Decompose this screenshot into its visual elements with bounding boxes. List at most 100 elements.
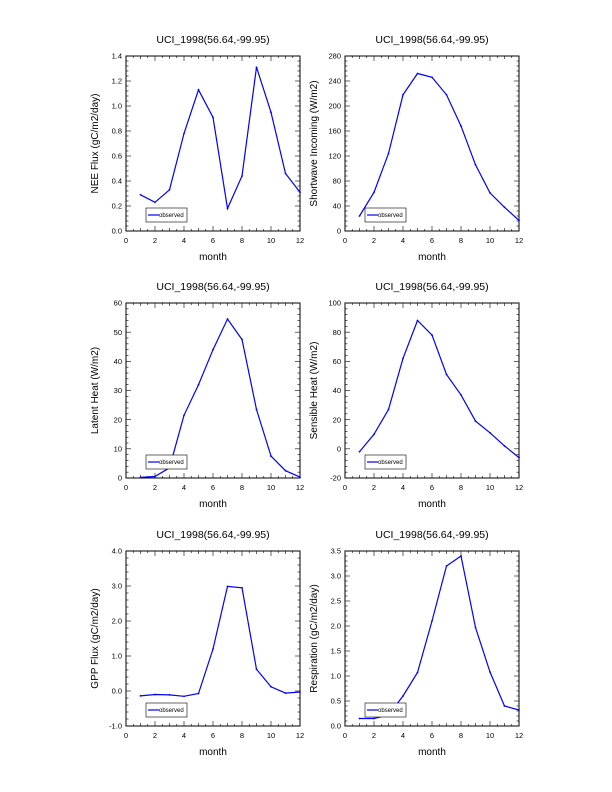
chart-5-data-point [212,648,214,650]
chart-2-data-point [387,152,390,155]
chart-6-data-point [373,717,375,720]
chart-3-data-point [241,338,243,341]
chart-2-y-tick-label: 120 [328,152,341,161]
chart-2-y-tick-label: 280 [328,52,341,61]
chart-5-data-point [154,693,156,696]
chart-5-data-point [284,692,287,694]
chart-1-data-point [255,66,258,69]
chart-3-x-axis-label: month [199,499,227,510]
chart-2-x-tick-label: 4 [401,236,405,245]
chart-5-x-tick-label: 6 [211,731,215,740]
chart-3-title: UCI_1998(56.64,-99.95) [156,281,269,293]
chart-2-data-point [489,191,491,194]
chart-4-data-point [358,450,361,453]
chart-1-x-tick-label: 12 [296,236,304,245]
chart-3-data-point [139,476,142,479]
chart-6: UCI_1998(56.64,-99.95) 0 2 4 6 8 10 12 0.0 0.5 1.0… [309,529,523,758]
chart-6-plot-frame [344,550,520,727]
chart-1-data-point [183,132,185,135]
chart-2-x-tick-label: 6 [430,236,434,245]
chart-6-data-point [445,565,448,567]
chart-4-x-axis-label: month [418,499,446,510]
chart-5-x-tick-label: 4 [182,731,186,740]
chart-6-data-point [474,626,477,629]
chart-2: UCI_1998(56.64,-99.95)0 2 4 6 8 10 12040801201… [309,34,523,263]
chart-6-data-point [358,717,361,720]
chart-1-legend-label: observed [159,213,184,219]
chart-6-data-point [503,705,506,707]
chart-6-x-tick-label: 0 [343,731,347,740]
chart-3-x-tick-label: 8 [240,483,244,492]
chart-5-x-axis-label: month [199,747,227,758]
chart-5-legend-label: observed [159,708,184,714]
chart-1-data-point [139,193,142,196]
chart-6-data-point [416,671,419,674]
chart-1-x-axis-label: month [199,252,227,263]
chart-3-y-tick-label: 0 [118,474,122,483]
chart-1-data-point [270,111,272,114]
chart-6-x-axis-label: month [418,747,446,758]
chart-5-plot-frame [125,550,301,727]
chart-5-x-tick-label: 0 [124,731,128,740]
chart-4-x-tick-label: 12 [515,483,523,492]
chart-5-data-point [183,695,185,698]
chart-6-x-tick-label: 2 [372,731,376,740]
chart-1-x-tick-label: 0 [124,236,128,245]
chart-1-data-point [299,191,301,194]
chart-1-series-line [140,67,301,211]
chart-2-y-axis-label: Shortwave Incoming (W/m2) [309,80,320,206]
chart-6-x-tick-label: 8 [459,731,463,740]
chart-2-x-tick-label: 2 [372,236,376,245]
chart-4-legend-label: observed [378,460,403,466]
chart-5-x-tick-label: 8 [240,731,244,740]
chart-3-data-point [197,383,200,386]
chart-3-plot-frame [125,302,301,479]
chart-2-data-point [358,215,361,217]
chart-3-y-axis-label: Latent Heat (W/m2) [90,347,101,434]
chart-2-y-tick-label: 240 [328,77,341,86]
chart-4-series-line [359,319,520,459]
chart-4-data-point [431,334,433,336]
chart-1-title: UCI_1998(56.64,-99.95) [156,34,269,46]
chart-4-y-tick-label: 0 [337,445,341,454]
chart-2-data-point [445,93,448,96]
chart-6-title: UCI_1998(56.64,-99.95) [375,529,488,541]
chart-1-y-tick-label: 0.6 [112,152,122,161]
chart-2-series-line [358,72,520,221]
chart-5-series-line [140,585,301,697]
chart-6-data-point [402,695,404,697]
chart-5: UCI_1998(56.64,-99.95) 0 2 4 6 8 10 12 -1.0 0.0 1.… [90,529,304,758]
chart-2-y-tick-label: 40 [333,202,341,211]
chart-1-y-tick-label: 1.2 [112,77,122,86]
chart-2-x-tick-label: 12 [515,236,523,245]
chart-4-data-point [474,420,477,423]
chart-4-x-tick-label: 4 [401,483,405,492]
chart-3-data-point [154,475,156,478]
chart-2-data-point [518,219,520,222]
chart-5-data-point [197,692,200,695]
chart-6-y-tick-label: 0.5 [331,697,341,706]
chart-4-x-tick-label: 10 [486,483,494,492]
chart-4-y-tick-label: 60 [333,357,341,366]
chart-2-data-point [503,206,506,209]
chart-1-data-point [226,207,229,210]
chart-6-y-tick-label: 1.5 [331,647,341,656]
chart-3-x-tick-label: 12 [296,483,304,492]
chart-1-data-point [168,188,171,191]
chart-3-y-tick-label: 30 [114,386,122,395]
chart-2-y-tick-label: 160 [328,127,341,136]
chart-1-y-tick-label: 0.4 [112,177,122,186]
chart-1-y-tick-label: 1.0 [112,102,122,111]
chart-4-data-point [460,393,462,396]
chart-2-x-tick-label: 8 [459,236,463,245]
chart-4-y-tick-label: -20 [330,474,341,483]
chart-5-y-tick-label: 4.0 [112,547,122,556]
chart-6-y-tick-label: 3.0 [331,572,341,581]
chart-2-data-point [474,163,477,166]
chart-5-y-tick-label: 1.0 [112,652,122,661]
chart-5-y-tick-label: -1.0 [109,722,122,731]
chart-4-data-point [416,319,419,322]
chart-3-y-tick-label: 60 [114,299,122,308]
chart-5-data-point [226,585,229,588]
